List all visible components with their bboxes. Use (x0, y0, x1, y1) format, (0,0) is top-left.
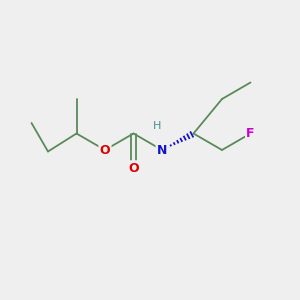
Text: O: O (100, 143, 110, 157)
Text: H: H (153, 121, 162, 131)
Text: O: O (128, 161, 139, 175)
Text: F: F (246, 127, 255, 140)
Text: N: N (157, 143, 167, 157)
